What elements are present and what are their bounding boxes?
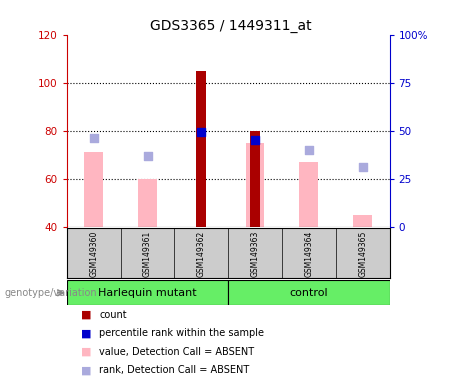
Text: ■: ■	[81, 365, 91, 375]
Point	[144, 152, 151, 159]
Bar	[353, 215, 372, 227]
Point	[305, 147, 313, 153]
Text: GDS3365 / 1449311_at: GDS3365 / 1449311_at	[150, 19, 311, 33]
Text: ■: ■	[81, 328, 91, 338]
Text: Harlequin mutant: Harlequin mutant	[98, 288, 197, 298]
Text: ■: ■	[81, 347, 91, 357]
Bar	[84, 152, 103, 227]
Point	[90, 135, 97, 141]
Bar	[67, 280, 228, 305]
Bar	[250, 131, 260, 227]
Text: GSM149365: GSM149365	[358, 230, 367, 276]
Text: rank, Detection Call = ABSENT: rank, Detection Call = ABSENT	[99, 365, 249, 375]
Text: count: count	[99, 310, 127, 320]
Text: GSM149363: GSM149363	[251, 230, 260, 276]
Text: GSM149364: GSM149364	[304, 230, 313, 276]
Bar	[246, 142, 265, 227]
Text: ■: ■	[81, 310, 91, 320]
Point	[198, 129, 205, 136]
Bar	[138, 179, 157, 227]
Text: control: control	[290, 288, 328, 298]
Text: genotype/variation: genotype/variation	[5, 288, 97, 298]
Text: GSM149362: GSM149362	[197, 230, 206, 276]
Text: value, Detection Call = ABSENT: value, Detection Call = ABSENT	[99, 347, 254, 357]
Point	[359, 164, 366, 170]
Bar	[228, 280, 390, 305]
Text: percentile rank within the sample: percentile rank within the sample	[99, 328, 264, 338]
Text: GSM149361: GSM149361	[143, 230, 152, 276]
Bar	[300, 162, 318, 227]
Bar	[196, 71, 206, 227]
Text: GSM149360: GSM149360	[89, 230, 98, 276]
Point	[251, 137, 259, 143]
